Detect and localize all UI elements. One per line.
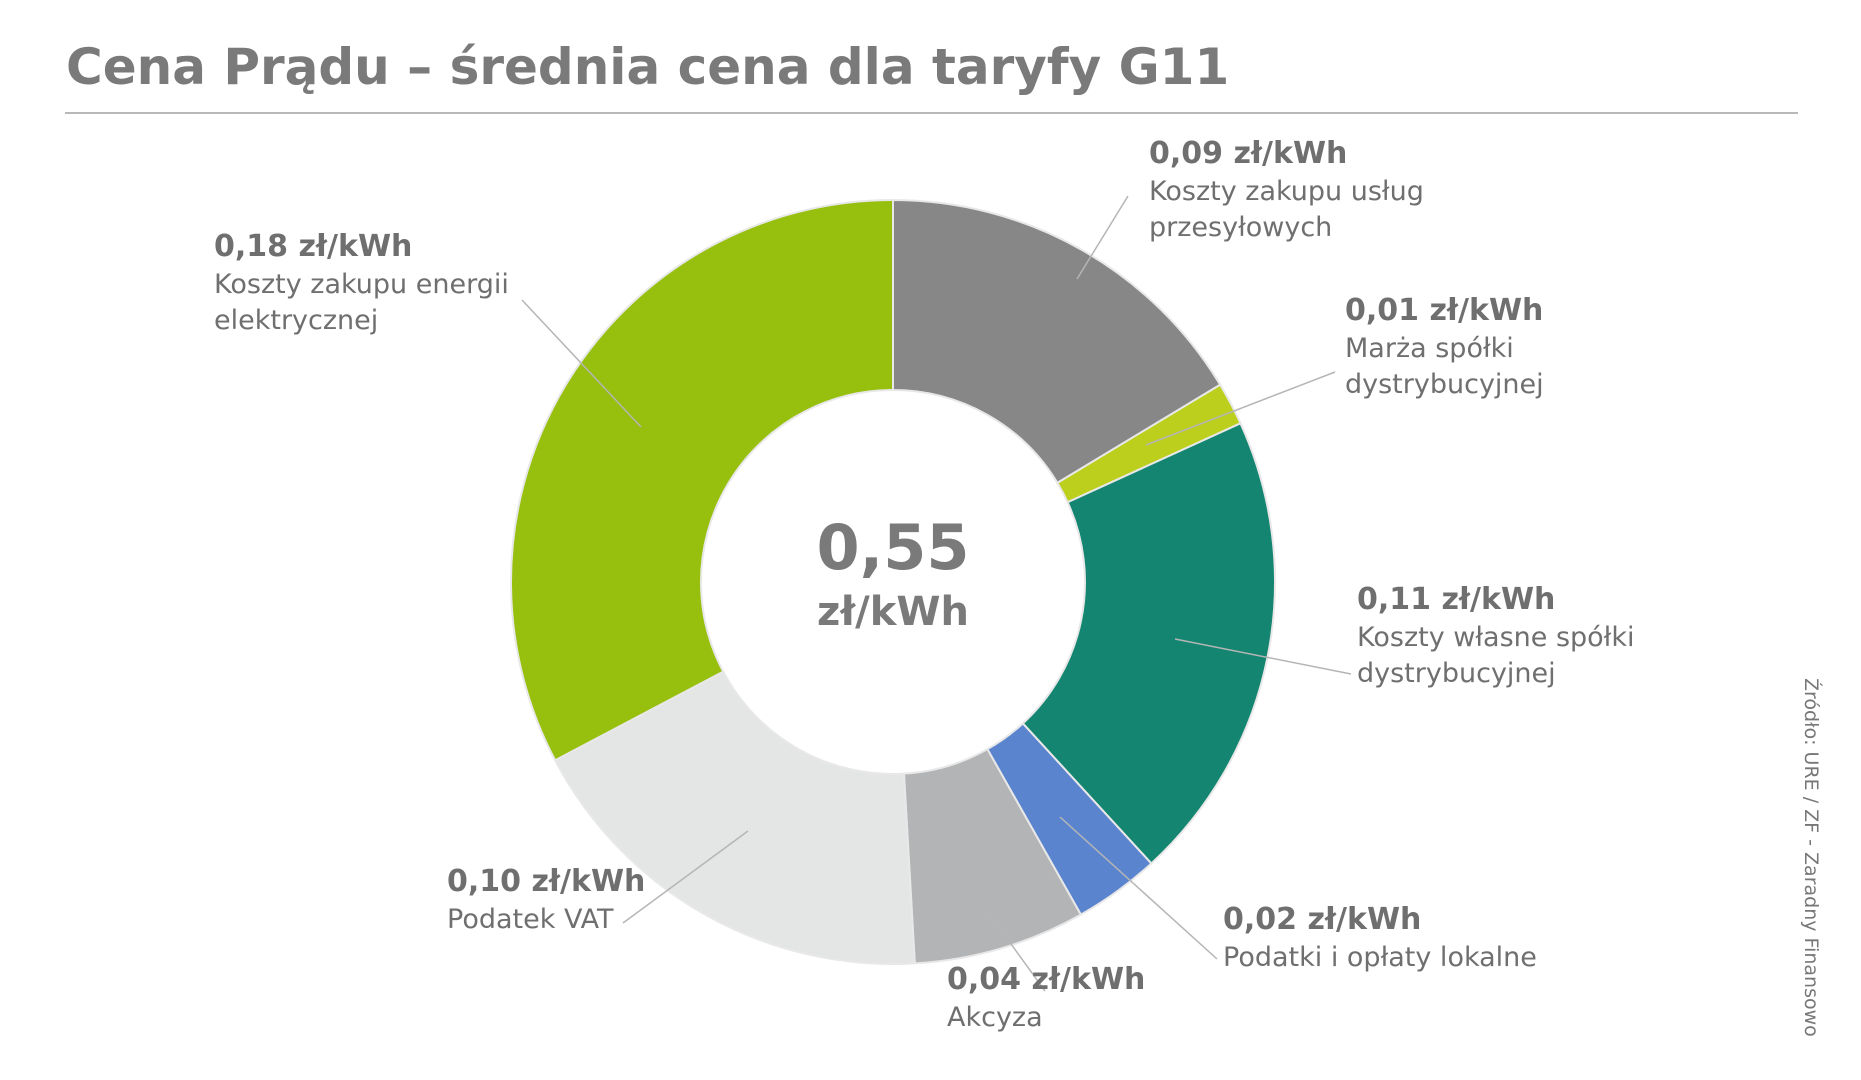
value-label: 0,01 zł/kWh: [1345, 293, 1544, 328]
leader-line: [1145, 371, 1336, 446]
value-label: 0,04 zł/kWh: [947, 962, 1146, 997]
value-label: 0,11 zł/kWh: [1357, 582, 1556, 617]
value-label: 0,18 zł/kWh: [214, 229, 413, 264]
leader-line: [1059, 816, 1218, 960]
value-label: 0,10 zł/kWh: [447, 864, 646, 899]
category-label: Koszty zakupu usług przesyłowych: [1149, 176, 1424, 243]
leader-line: [1174, 638, 1352, 675]
slice-label: 0,01 zł/kWh Marża spółki dystrybucyjnej: [1345, 291, 1595, 403]
category-label: Koszty zakupu energii elektrycznej: [214, 269, 509, 336]
total-value: 0,55: [817, 511, 970, 584]
category-label: Koszty własne spółki dystrybucyjnej: [1357, 622, 1635, 689]
category-label: Podatek VAT: [447, 904, 614, 935]
slice: [892, 198, 1222, 485]
source: Źródło: URE / ZF - Zaradny Finansowo: [1800, 678, 1822, 1037]
slice: [510, 198, 894, 762]
category-label: Akcyza: [947, 1002, 1043, 1033]
category-label: Marża spółki dystrybucyjnej: [1345, 333, 1544, 400]
category-label: Podatki i opłaty lokalne: [1223, 942, 1537, 973]
chart-title: Cena Prądu – średnia cena dla taryfy G11: [66, 38, 1230, 96]
leader-line: [622, 830, 749, 924]
slice-label: 0,04 zł/kWh Akcyza: [947, 960, 1197, 1036]
slice-label: 0,11 zł/kWh Koszty własne spółki dystrybu…: [1357, 580, 1687, 692]
value-label: 0,02 zł/kWh: [1223, 902, 1422, 937]
leader-line: [1076, 195, 1129, 280]
slice: [553, 670, 916, 965]
slice-label: 0,09 zł/kWh Koszty zakupu usług przesyłow…: [1149, 134, 1479, 246]
slice: [1021, 421, 1276, 865]
slice-label: 0,02 zł/kWh Podatki i opłaty lokalne: [1223, 900, 1623, 976]
slice-label: 0,18 zł/kWh Koszty zakupu energii elektry…: [214, 227, 544, 339]
leader-line: [984, 907, 1046, 992]
value-label: 0,09 zł/kWh: [1149, 136, 1348, 171]
slice-label: 0,10 zł/kWh Podatek VAT: [447, 862, 727, 938]
total-unit: zł/kWh: [817, 589, 969, 635]
leader-line: [521, 299, 642, 428]
